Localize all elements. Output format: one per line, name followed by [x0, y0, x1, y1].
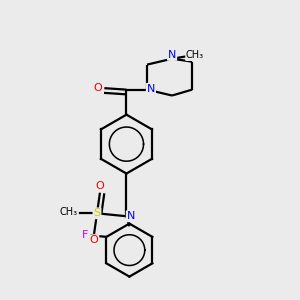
Text: CH₃: CH₃ [60, 207, 78, 217]
Text: S: S [93, 208, 100, 218]
Text: O: O [90, 236, 98, 245]
Text: N: N [127, 211, 135, 221]
Text: F: F [82, 230, 88, 240]
Text: O: O [96, 181, 104, 191]
Text: N: N [147, 84, 155, 94]
Text: O: O [94, 83, 102, 93]
Text: N: N [168, 50, 176, 60]
Text: CH₃: CH₃ [186, 50, 204, 60]
